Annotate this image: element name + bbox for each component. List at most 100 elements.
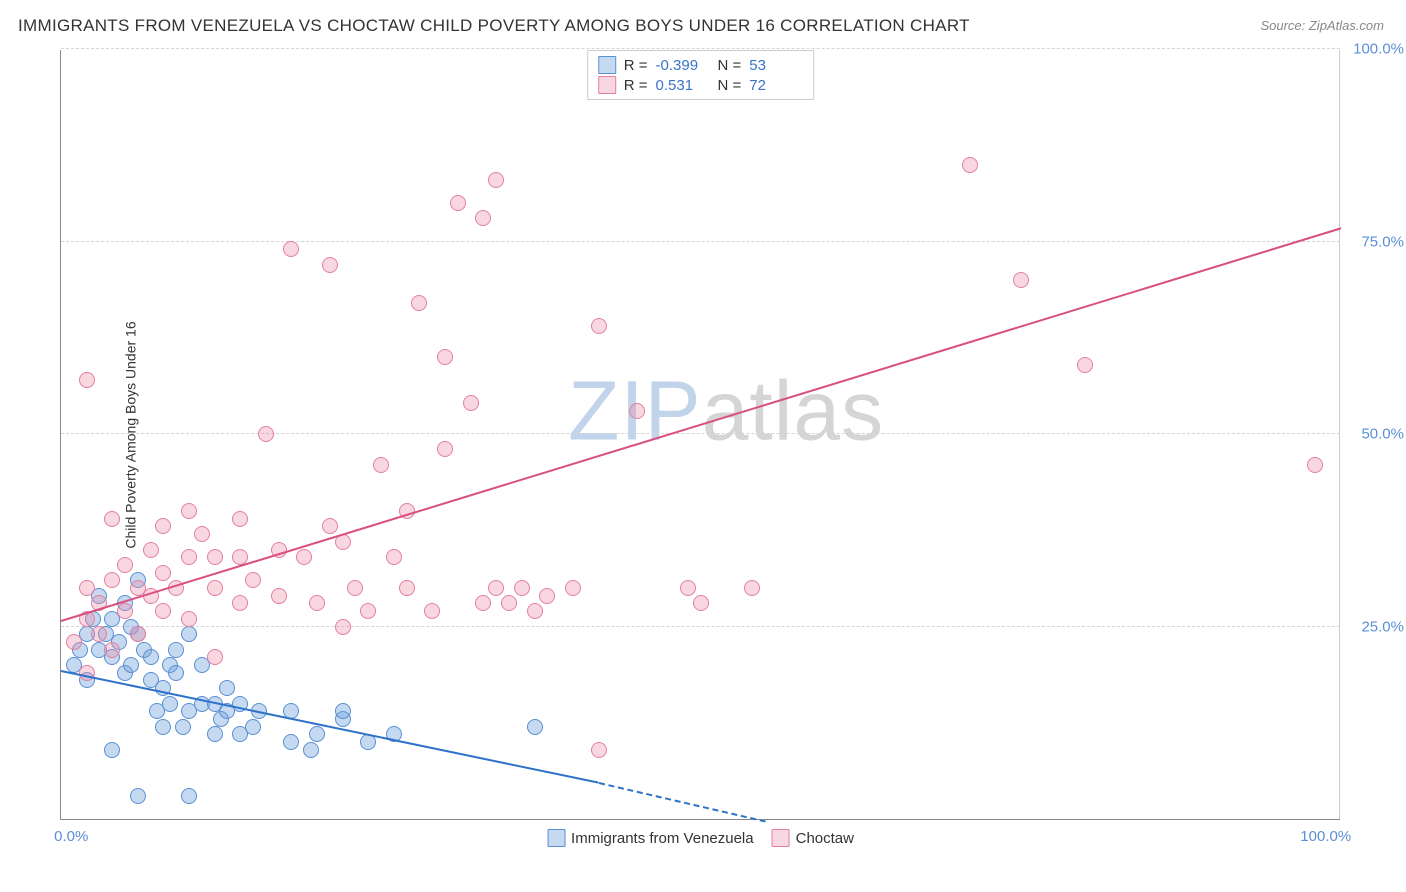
grid-line (61, 626, 1340, 627)
chart-container: IMMIGRANTS FROM VENEZUELA VS CHOCTAW CHI… (0, 0, 1406, 892)
scatter-point (232, 511, 248, 527)
chart-title: IMMIGRANTS FROM VENEZUELA VS CHOCTAW CHI… (18, 16, 970, 36)
source-prefix: Source: (1260, 18, 1308, 33)
scatter-point (565, 580, 581, 596)
scatter-point (181, 549, 197, 565)
scatter-point (1013, 272, 1029, 288)
legend-swatch (598, 56, 616, 74)
scatter-point (437, 349, 453, 365)
trend-line-dashed (598, 782, 765, 822)
scatter-point (488, 172, 504, 188)
scatter-point (527, 603, 543, 619)
source-link[interactable]: ZipAtlas.com (1309, 18, 1384, 33)
scatter-point (207, 580, 223, 596)
scatter-point (527, 719, 543, 735)
scatter-point (501, 595, 517, 611)
scatter-point (181, 626, 197, 642)
scatter-point (283, 241, 299, 257)
scatter-point (207, 649, 223, 665)
scatter-point (962, 157, 978, 173)
scatter-point (373, 457, 389, 473)
grid-line (61, 433, 1340, 434)
scatter-point (91, 626, 107, 642)
scatter-point (514, 580, 530, 596)
scatter-point (232, 595, 248, 611)
scatter-point (79, 580, 95, 596)
legend-swatch (772, 829, 790, 847)
scatter-point (155, 719, 171, 735)
y-tick-label: 75.0% (1361, 233, 1404, 250)
scatter-point (1307, 457, 1323, 473)
scatter-point (309, 726, 325, 742)
source-label: Source: ZipAtlas.com (1260, 18, 1384, 33)
legend-r-value: -0.399 (656, 57, 710, 74)
scatter-point (175, 719, 191, 735)
legend-series-item: Immigrants from Venezuela (547, 829, 754, 847)
scatter-point (450, 195, 466, 211)
legend-n-value: 53 (749, 57, 803, 74)
legend-series-item: Choctaw (772, 829, 854, 847)
scatter-point (155, 518, 171, 534)
scatter-point (79, 372, 95, 388)
legend-n-label: N = (718, 57, 742, 74)
scatter-point (386, 549, 402, 565)
trend-line (61, 227, 1342, 622)
scatter-point (488, 580, 504, 596)
scatter-point (1077, 357, 1093, 373)
scatter-point (744, 580, 760, 596)
scatter-point (207, 726, 223, 742)
watermark: ZIPatlas (568, 363, 884, 460)
scatter-point (303, 742, 319, 758)
grid-line (61, 241, 1340, 242)
scatter-point (335, 619, 351, 635)
scatter-point (104, 572, 120, 588)
legend-swatch (598, 76, 616, 94)
legend-n-label: N = (718, 77, 742, 94)
scatter-point (219, 680, 235, 696)
scatter-point (693, 595, 709, 611)
scatter-point (296, 549, 312, 565)
watermark-atlas: atlas (702, 364, 884, 458)
scatter-point (271, 588, 287, 604)
scatter-point (283, 734, 299, 750)
legend-stat-row: R =-0.399N =53 (598, 55, 804, 75)
legend-swatch (547, 829, 565, 847)
scatter-point (411, 295, 427, 311)
scatter-point (117, 557, 133, 573)
scatter-point (347, 580, 363, 596)
scatter-point (463, 395, 479, 411)
scatter-point (539, 588, 555, 604)
legend-series-label: Choctaw (796, 830, 854, 847)
legend-r-label: R = (624, 77, 648, 94)
legend-r-value: 0.531 (656, 77, 710, 94)
y-tick-label: 50.0% (1361, 426, 1404, 443)
legend-series-label: Immigrants from Venezuela (571, 830, 754, 847)
legend-series: Immigrants from Venezuela Choctaw (547, 829, 854, 847)
scatter-point (591, 318, 607, 334)
legend-n-value: 72 (749, 77, 803, 94)
legend-correlation: R =-0.399N =53R = 0.531N =72 (587, 50, 815, 100)
plot-area: ZIPatlas Child Poverty Among Boys Under … (60, 50, 1340, 820)
scatter-point (680, 580, 696, 596)
trend-line (61, 670, 599, 784)
scatter-point (130, 626, 146, 642)
y-tick-label: 25.0% (1361, 618, 1404, 635)
scatter-point (104, 642, 120, 658)
scatter-point (437, 441, 453, 457)
scatter-point (104, 511, 120, 527)
scatter-point (591, 742, 607, 758)
scatter-point (399, 580, 415, 596)
scatter-point (335, 703, 351, 719)
scatter-point (258, 426, 274, 442)
y-tick-label: 100.0% (1353, 41, 1404, 58)
scatter-point (245, 572, 261, 588)
scatter-point (155, 603, 171, 619)
scatter-point (66, 634, 82, 650)
scatter-point (104, 742, 120, 758)
scatter-point (207, 549, 223, 565)
y-axis-title: Child Poverty Among Boys Under 16 (123, 321, 139, 548)
grid-line (61, 48, 1340, 49)
scatter-point (475, 595, 491, 611)
scatter-point (181, 503, 197, 519)
scatter-point (181, 611, 197, 627)
